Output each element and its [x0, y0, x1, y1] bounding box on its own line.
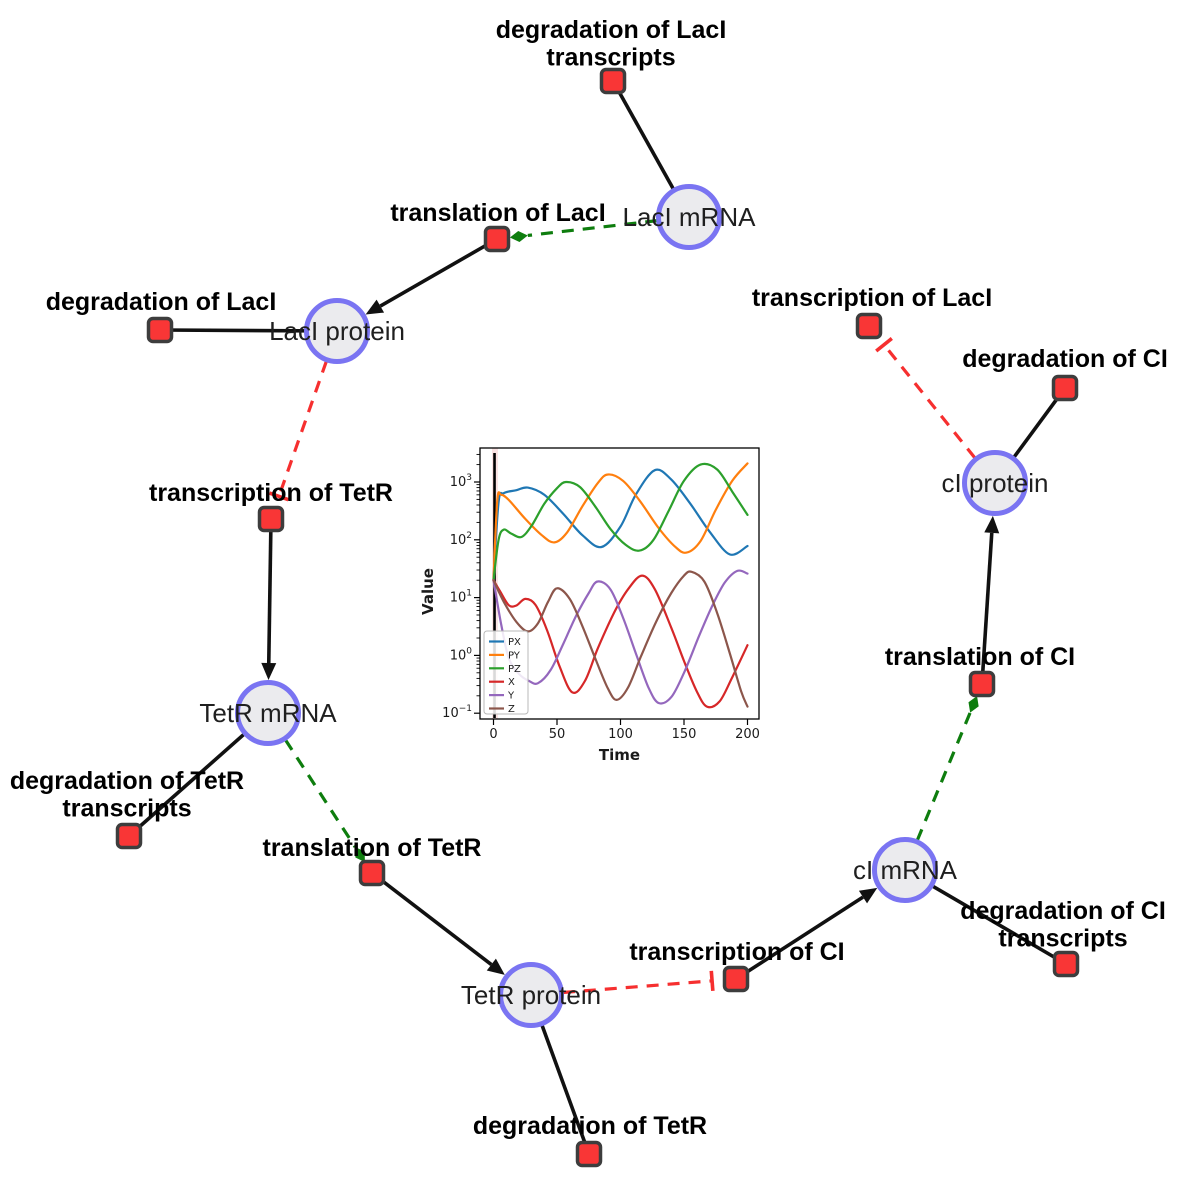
- species-label-ci-mrna: cI mRNA: [853, 855, 958, 885]
- legend-label-px: PX: [508, 637, 521, 648]
- reaction-node-degradation-of-ci-transcripts[interactable]: [1052, 950, 1080, 978]
- labels-layer: LacI mRNA LacI protein TetR mRNA TetR prote…: [10, 16, 1168, 1140]
- reaction-label-transcription-of-ci: transcription of CI: [629, 938, 844, 966]
- species-label-laci-protein: LacI protein: [269, 316, 405, 346]
- x-tick-label: 50: [549, 727, 566, 742]
- x-tick-label: 200: [735, 727, 760, 742]
- inhibition-tee-icon: [268, 491, 289, 502]
- y-tick-label: 10−1: [442, 704, 472, 721]
- y-tick-label: 102: [450, 531, 472, 548]
- reaction-label-translation-of-laci: translation of LacI: [390, 199, 605, 227]
- inhibition-tee-icon: [875, 337, 893, 353]
- reaction-label-degradation-of-ci-transcripts-line2: transcripts: [998, 925, 1127, 953]
- species-label-tetr-mrna: TetR mRNA: [199, 698, 337, 728]
- reaction-node-degradation-of-tetr-transcripts[interactable]: [115, 822, 143, 850]
- species-node-ci-mrna[interactable]: [872, 837, 938, 903]
- y-axis-label: Value: [419, 568, 437, 615]
- species-label-ci-protein: cI protein: [942, 468, 1049, 498]
- edge-production-transcription-of-tetr-tetr-mrna: [261, 518, 277, 681]
- legend-label-x: X: [508, 677, 515, 688]
- reaction-node-transcription-of-tetr[interactable]: [257, 505, 285, 533]
- series-line-pz: [492, 462, 749, 582]
- species-node-tetr-mrna[interactable]: [235, 680, 301, 746]
- plot-frame: [479, 447, 760, 720]
- edge-modifier-laci-mrna-translation-of-laci: [509, 219, 658, 242]
- x-tick-label: 150: [672, 727, 697, 742]
- arrowhead-icon: [858, 887, 878, 904]
- inhibition-tee-icon: [709, 970, 715, 991]
- reaction-label-transcription-of-laci: transcription of LacI: [752, 284, 992, 312]
- edge-modifier-tetr-mrna-translation-of-tetr: [284, 738, 365, 863]
- modifier-diamond-icon: [968, 696, 979, 713]
- edge-production-translation-of-laci-laci-protein: [365, 237, 498, 315]
- legend-label-py: PY: [508, 650, 521, 661]
- arrowhead-icon: [365, 299, 385, 315]
- reaction-label-degradation-of-ci: degradation of CI: [962, 345, 1168, 373]
- edge-production-translation-of-ci-ci-protein: [980, 515, 1000, 685]
- reaction-node-translation-of-tetr[interactable]: [358, 859, 386, 887]
- legend-box: [483, 630, 529, 715]
- reaction-label-translation-of-tetr: translation of TetR: [263, 834, 482, 862]
- x-tick-label: 100: [608, 727, 633, 742]
- arrowhead-icon: [984, 515, 1000, 534]
- edge-production-transcription-of-ci-ci-mrna: [735, 887, 878, 981]
- arrowhead-icon: [261, 662, 277, 681]
- reaction-node-translation-of-ci[interactable]: [968, 670, 996, 698]
- modifier-diamond-icon: [509, 231, 528, 242]
- edge-inhibition-tetr-protein-transcription-of-ci: [562, 970, 715, 995]
- reaction-node-degradation-of-laci-transcripts[interactable]: [599, 67, 627, 95]
- reaction-label-degradation-of-tetr-transcripts-line1: degradation of TetR: [10, 767, 244, 795]
- x-tick-label: 0: [489, 727, 497, 742]
- edge-production-translation-of-tetr-tetr-protein: [370, 871, 505, 975]
- time-series-plot: 0 50 100 150 20010310210110010−1TimeValuePXP…: [419, 447, 760, 764]
- y-tick-label: 103: [450, 473, 472, 490]
- reaction-label-degradation-of-tetr: degradation of TetR: [473, 1112, 707, 1140]
- reaction-label-degradation-of-laci-transcripts-line2: transcripts: [546, 44, 675, 72]
- nodes-layer: [115, 67, 1080, 1168]
- x-axis-label: Time: [599, 746, 640, 764]
- legend-label-z: Z: [508, 704, 515, 715]
- reaction-label-degradation-of-laci-transcripts-line1: degradation of LacI: [496, 16, 727, 44]
- reaction-node-degradation-of-tetr[interactable]: [575, 1140, 603, 1168]
- edge-modifier-ci-mrna-translation-of-ci: [915, 696, 979, 842]
- reaction-label-translation-of-ci: translation of CI: [885, 643, 1075, 671]
- y-tick-label: 101: [450, 589, 472, 606]
- legend-label-pz: PZ: [508, 664, 521, 675]
- reaction-node-degradation-of-ci[interactable]: [1051, 374, 1079, 402]
- y-tick-label: 100: [450, 646, 473, 663]
- reaction-node-transcription-of-laci[interactable]: [855, 312, 883, 340]
- series-line-x: [492, 574, 749, 709]
- edge-inhibition-laci-protein-transcription-of-tetr: [268, 360, 328, 502]
- series-line-z: [492, 570, 749, 708]
- arrowhead-icon: [486, 958, 505, 975]
- chart-legend: PX PY PZ XYZ: [483, 630, 529, 715]
- species-node-ci-protein[interactable]: [962, 450, 1028, 516]
- species-node-laci-mrna[interactable]: [656, 184, 722, 250]
- species-label-tetr-protein: TetR protein: [461, 980, 601, 1010]
- legend-label-y: Y: [507, 691, 515, 702]
- reaction-label-degradation-of-ci-transcripts-line1: degradation of CI: [960, 897, 1166, 925]
- species-label-laci-mrna: LacI mRNA: [623, 202, 757, 232]
- reaction-label-transcription-of-tetr: transcription of TetR: [149, 479, 393, 507]
- reaction-node-translation-of-laci[interactable]: [483, 225, 511, 253]
- series-line-py: [492, 462, 749, 582]
- series-line-px: [492, 468, 749, 582]
- modifier-diamond-icon: [355, 847, 365, 863]
- species-node-tetr-protein[interactable]: [498, 962, 564, 1028]
- edge-inhibition-ci-protein-transcription-of-laci: [875, 337, 977, 460]
- reaction-node-transcription-of-ci[interactable]: [722, 965, 750, 993]
- reaction-label-degradation-of-tetr-transcripts-line2: transcripts: [62, 795, 191, 823]
- reaction-label-degradation-of-laci: degradation of LacI: [46, 288, 277, 316]
- reaction-node-degradation-of-laci[interactable]: [146, 316, 174, 344]
- species-node-laci-protein[interactable]: [304, 298, 370, 364]
